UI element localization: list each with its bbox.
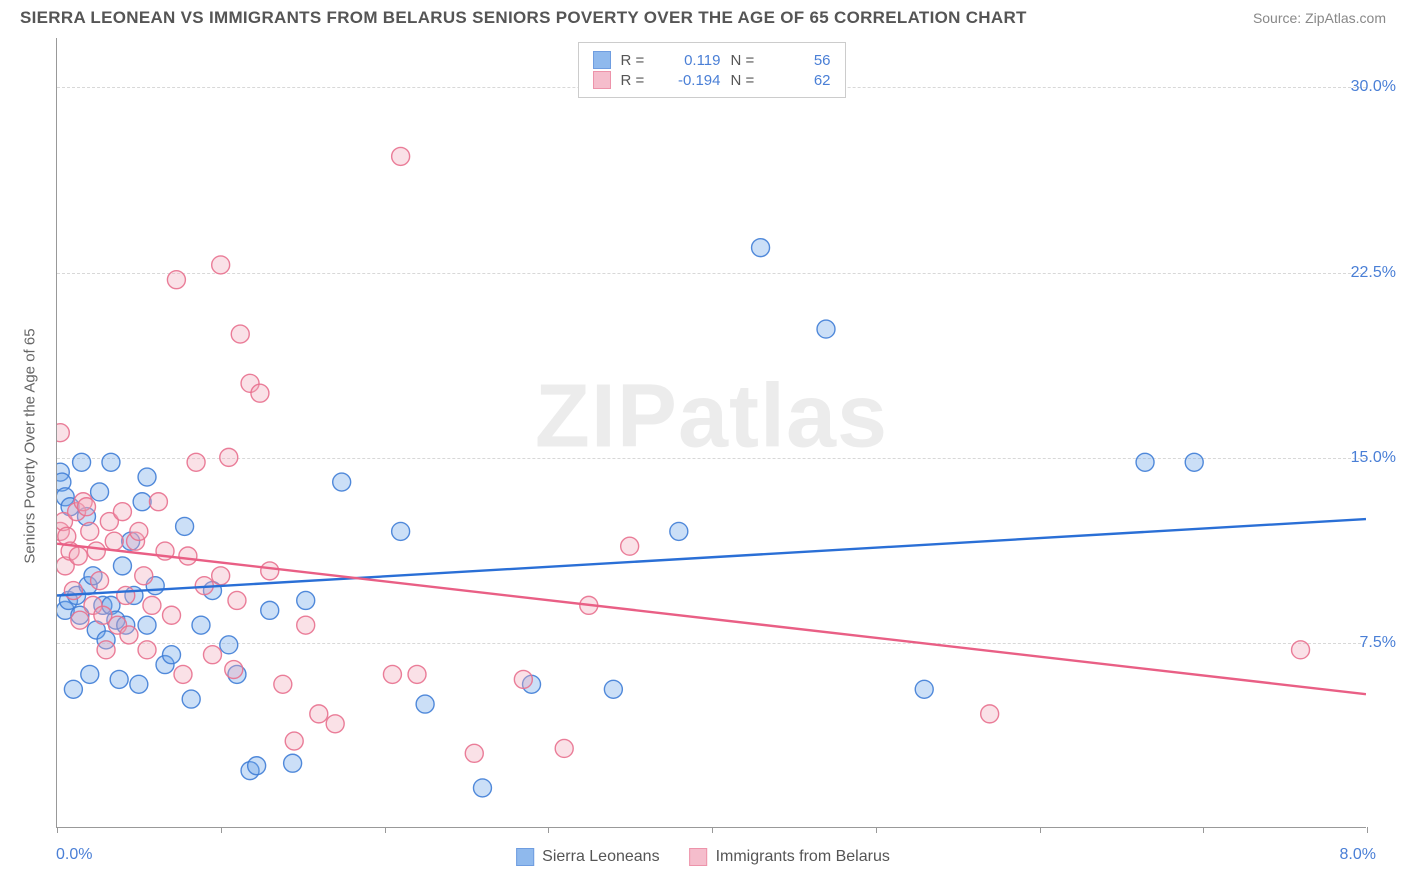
correlation-legend: R = 0.119 N = 56 R = -0.194 N = 62 <box>578 42 846 98</box>
x-max-label: 8.0% <box>1340 846 1376 864</box>
swatch-sl-icon <box>516 848 534 866</box>
y-axis-label: Seniors Poverty Over the Age of 65 <box>22 328 39 563</box>
header: SIERRA LEONEAN VS IMMIGRANTS FROM BELARU… <box>0 0 1406 38</box>
n-label: N = <box>731 72 759 89</box>
swatch-bl-icon <box>690 848 708 866</box>
regression-line-sl <box>57 519 1366 595</box>
n-value-bl: 62 <box>769 72 831 89</box>
x-min-label: 0.0% <box>56 846 92 864</box>
n-value-sl: 56 <box>769 52 831 69</box>
source-label: Source: ZipAtlas.com <box>1253 10 1386 26</box>
chart-title: SIERRA LEONEAN VS IMMIGRANTS FROM BELARU… <box>20 8 1027 28</box>
swatch-bl-icon <box>593 71 611 89</box>
r-value-bl: -0.194 <box>659 72 721 89</box>
swatch-sl-icon <box>593 51 611 69</box>
chart-area: ZIPatlas R = 0.119 N = 56 R = -0.194 N =… <box>56 38 1366 828</box>
legend-row-sl: R = 0.119 N = 56 <box>593 51 831 69</box>
r-label: R = <box>621 52 649 69</box>
r-label: R = <box>621 72 649 89</box>
regression-line-bl <box>57 544 1366 694</box>
r-value-sl: 0.119 <box>659 52 721 69</box>
legend-label-sl: Sierra Leoneans <box>542 848 659 866</box>
legend-item-sl: Sierra Leoneans <box>516 848 659 866</box>
regression-svg <box>57 38 1366 827</box>
n-label: N = <box>731 52 759 69</box>
legend-item-bl: Immigrants from Belarus <box>690 848 890 866</box>
legend-label-bl: Immigrants from Belarus <box>716 848 890 866</box>
legend-row-bl: R = -0.194 N = 62 <box>593 71 831 89</box>
series-legend: Sierra Leoneans Immigrants from Belarus <box>516 848 890 866</box>
